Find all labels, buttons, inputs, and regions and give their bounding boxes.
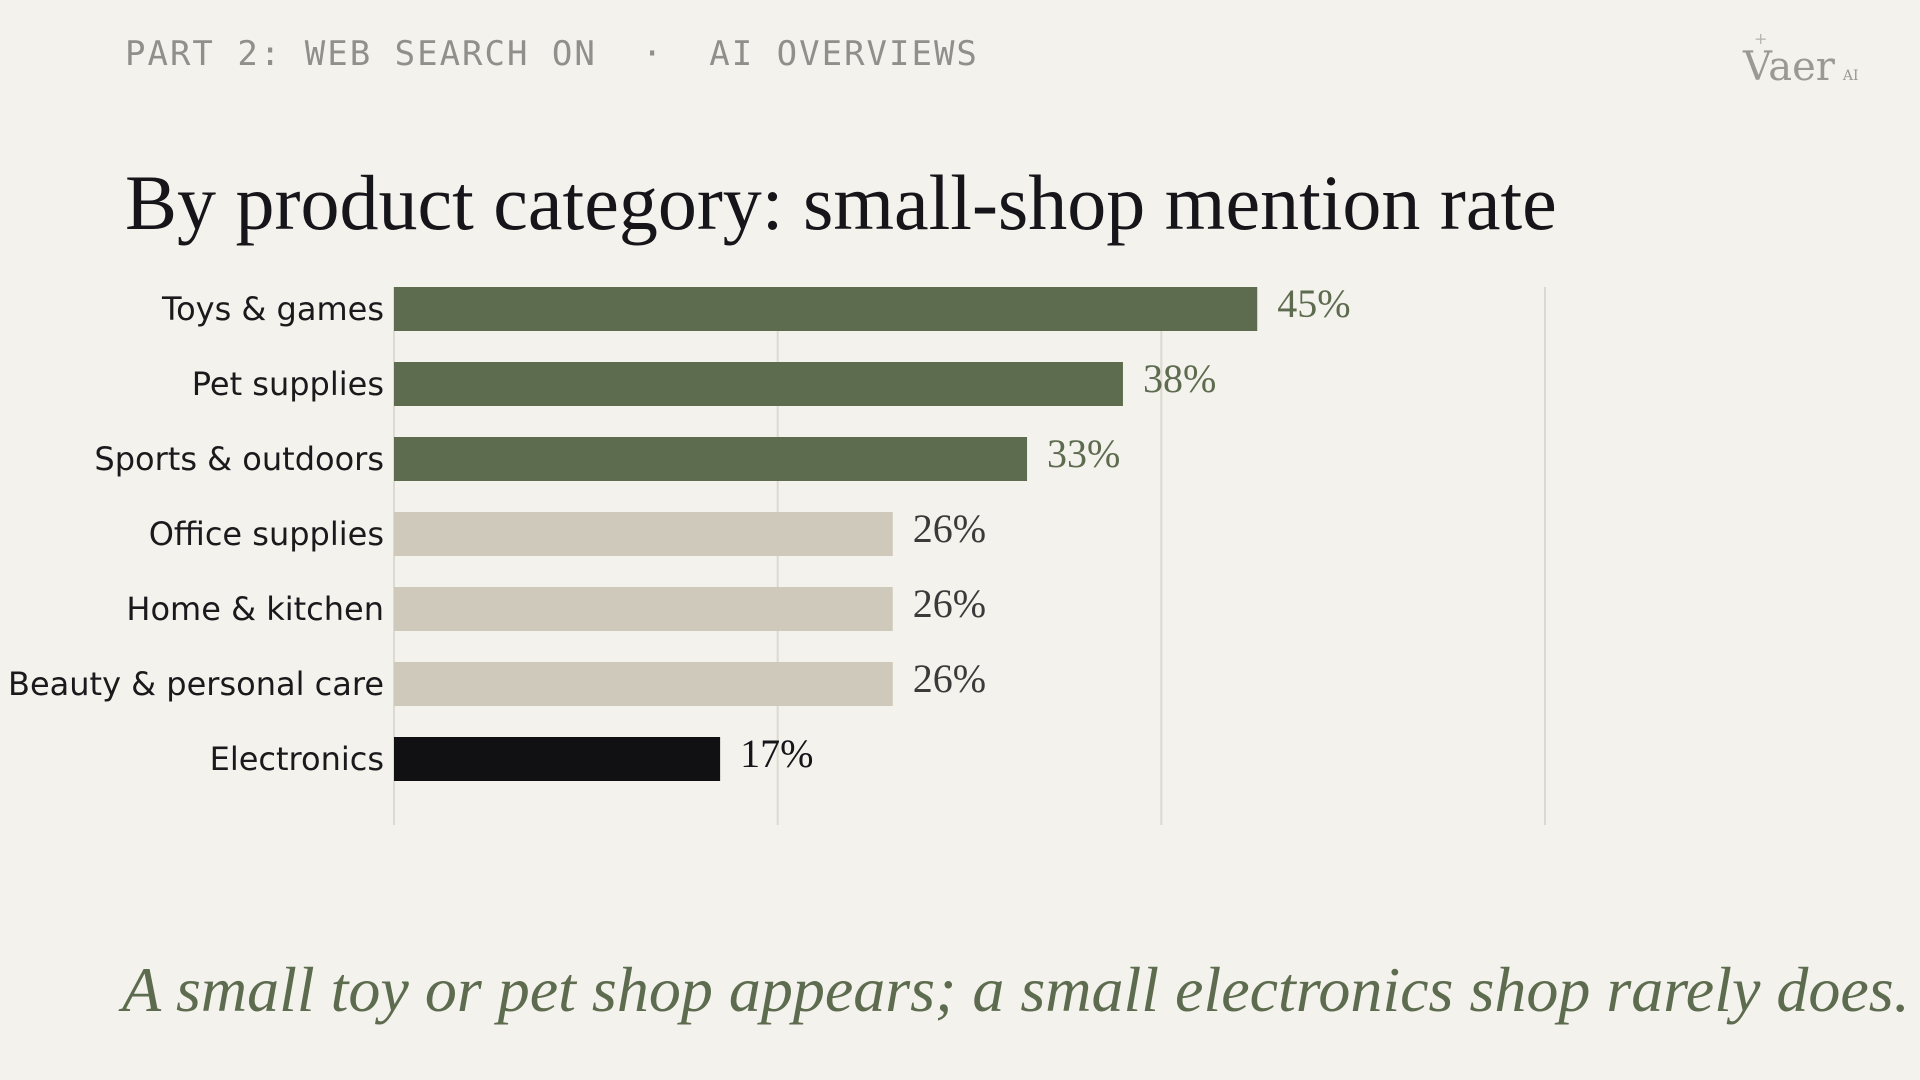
bar-office-supplies — [394, 512, 893, 556]
value-label-toys-games: 45% — [1277, 281, 1350, 326]
bar-sports-outdoors — [394, 437, 1028, 481]
page-title: By product category: small-shop mention … — [125, 159, 1557, 246]
category-label-office-supplies: Office supplies — [149, 515, 384, 553]
section-header: PART 2: WEB SEARCH ON · AI OVERVIEWS — [125, 34, 979, 74]
category-label-beauty-personal-care: Beauty & personal care — [8, 665, 384, 703]
category-label-toys-games: Toys & games — [161, 290, 384, 328]
value-label-office-supplies: 26% — [913, 506, 986, 551]
value-label-home-kitchen: 26% — [913, 581, 986, 626]
logo-wordmark: Vaer — [1743, 44, 1835, 90]
subsection-label: AI OVERVIEWS — [709, 34, 979, 74]
chart-caption: A small toy or pet shop appears; a small… — [122, 954, 1910, 1025]
bar-chart: Toys & games 45% Pet supplies 38% Sports & o… — [8, 281, 1546, 825]
logo-sparkle-icon: + — [1754, 29, 1768, 48]
bar-pet-supplies — [394, 362, 1123, 406]
bar-beauty-personal-care — [394, 662, 893, 706]
bar-home-kitchen — [394, 587, 893, 631]
section-label: PART 2: WEB SEARCH ON — [125, 34, 597, 74]
category-label-home-kitchen: Home & kitchen — [126, 590, 384, 628]
value-label-electronics: 17% — [740, 731, 813, 776]
bar-electronics — [394, 737, 721, 781]
category-label-pet-supplies: Pet supplies — [192, 365, 384, 403]
value-label-sports-outdoors: 33% — [1047, 431, 1120, 476]
brand-logo: + Vaer AI — [1743, 29, 1859, 90]
category-label-sports-outdoors: Sports & outdoors — [94, 440, 384, 478]
category-label-electronics: Electronics — [210, 740, 384, 778]
value-label-beauty-personal-care: 26% — [913, 656, 986, 701]
logo-suffix: AI — [1842, 68, 1859, 84]
header-separator: · — [641, 34, 665, 74]
bar-toys-games — [394, 287, 1258, 331]
value-label-pet-supplies: 38% — [1143, 356, 1216, 401]
